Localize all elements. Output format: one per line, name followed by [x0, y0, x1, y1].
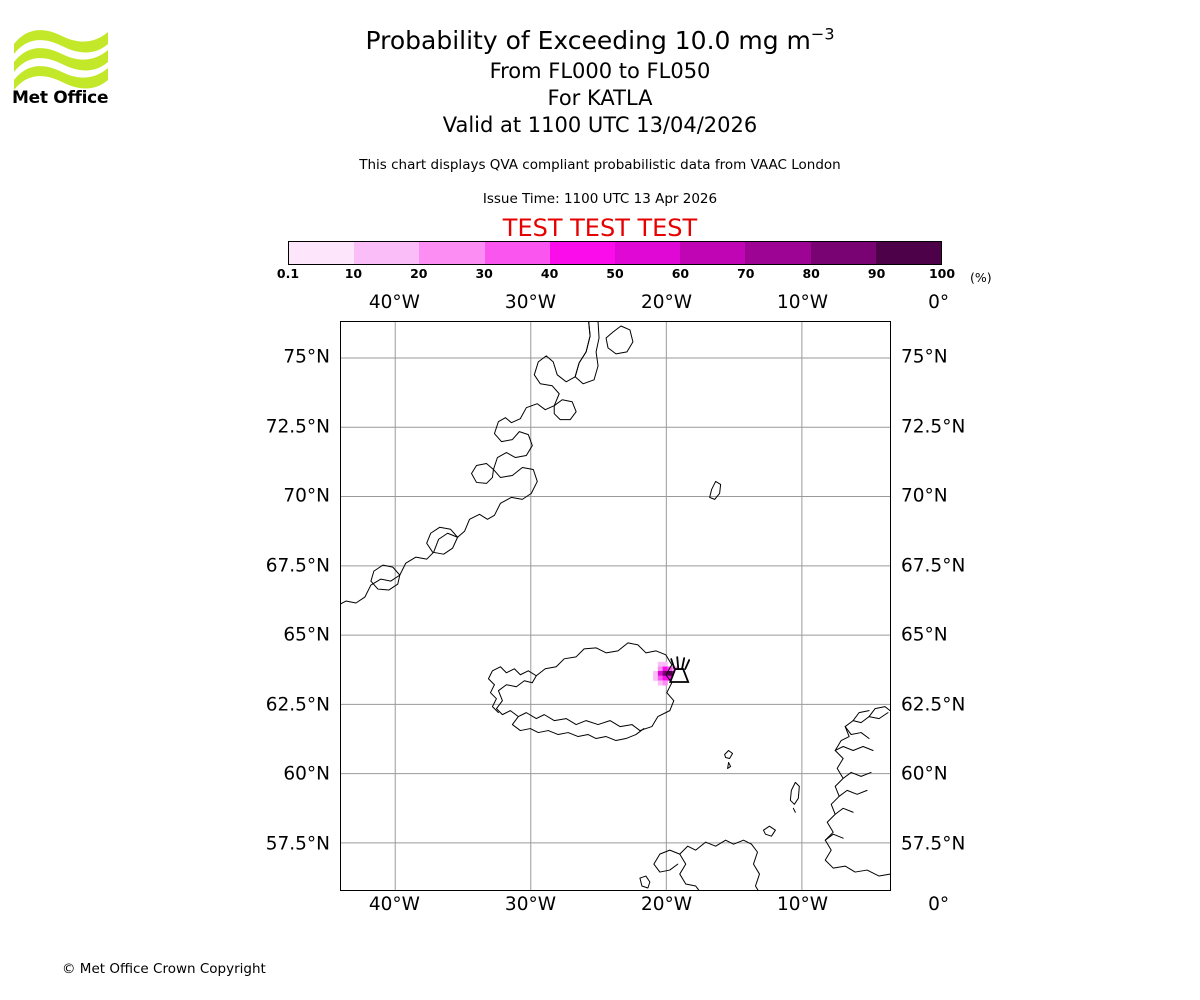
lat-label-left-72.5°N: 72.5°N — [265, 416, 330, 438]
page-title-exponent: −3 — [810, 24, 835, 44]
colorbar-tick-90: 90 — [867, 266, 886, 281]
plume-cell — [653, 670, 659, 677]
colorbar-tick-0.1: 0.1 — [276, 266, 300, 281]
colorbar-band-1 — [354, 242, 420, 264]
lon-label-top-20°W: 20°W — [640, 292, 693, 313]
plume-cell — [667, 675, 673, 681]
lon-label-top-30°W: 30°W — [504, 292, 557, 313]
lat-label-left-65°N: 65°N — [283, 624, 330, 646]
colorbar-band-7 — [745, 242, 811, 264]
map-panel — [340, 321, 891, 891]
colorbar-tick-70: 70 — [737, 266, 755, 281]
lat-label-left-75°N: 75°N — [283, 346, 330, 368]
colorbar-band-3 — [484, 242, 550, 264]
colorbar-bands — [288, 241, 942, 265]
plume-cell — [657, 666, 664, 672]
volcano-subtitle: For KATLA — [547, 86, 653, 110]
plume-cell — [662, 666, 668, 672]
flight-level-subtitle: From FL000 to FL050 — [489, 59, 711, 83]
plume-cell — [662, 661, 668, 667]
colorbar-tick-60: 60 — [671, 266, 690, 281]
plume-cell — [662, 675, 668, 681]
test-banner: TEST TEST TEST — [502, 214, 698, 242]
map-canvas — [341, 322, 890, 890]
probability-colorbar — [288, 241, 942, 265]
issue-time: Issue Time: 1100 UTC 13 Apr 2026 — [482, 191, 718, 207]
lat-label-left-60°N: 60°N — [283, 763, 330, 785]
lat-label-left-57.5°N: 57.5°N — [265, 833, 330, 855]
colorbar-tick-labels: 0.1 10 20 30 40 50 60 70 80 90 100 — [277, 266, 955, 284]
valid-time-subtitle: Valid at 1100 UTC 13/04/2026 — [442, 113, 758, 137]
logo-waves-icon — [14, 30, 108, 90]
copyright-notice: © Met Office Crown Copyright — [62, 961, 266, 977]
plume-cell — [657, 675, 664, 681]
colorbar-band-0 — [289, 242, 355, 264]
lat-label-left-67.5°N: 67.5°N — [265, 555, 330, 577]
lon-label-top-40°W: 40°W — [368, 292, 420, 313]
coastline-layer — [341, 322, 890, 890]
colorbar-tick-80: 80 — [802, 266, 820, 281]
plume-cell — [657, 661, 664, 667]
colorbar-band-6 — [680, 242, 746, 264]
plume-cell — [662, 680, 668, 686]
page-title-text: Probability of Exceeding 10.0 mg m — [365, 26, 811, 55]
lat-label-right-70°N: 70°N — [901, 485, 948, 507]
colorbar-tick-20: 20 — [410, 266, 428, 281]
lat-label-right-65°N: 65°N — [901, 624, 948, 646]
colorbar-tick-100: 100 — [928, 266, 956, 281]
plume-cell — [662, 670, 668, 677]
lon-label-bottom-10°W: 10°W — [777, 894, 829, 915]
plume-cell — [667, 670, 673, 677]
lon-label-bottom-30°W: 30°W — [504, 894, 557, 915]
met-office-logo-text: Met Office — [12, 88, 109, 108]
lat-label-left-62.5°N: 62.5°N — [265, 694, 330, 716]
plume-cell — [653, 675, 659, 681]
lat-label-right-67.5°N: 67.5°N — [901, 555, 966, 577]
colorbar-band-5 — [615, 242, 681, 264]
lon-label-top-0°: 0° — [928, 292, 950, 313]
lat-label-right-72.5°N: 72.5°N — [901, 416, 966, 438]
met-office-logo — [12, 22, 110, 114]
lon-label-bottom-20°W: 20°W — [640, 894, 693, 915]
lat-label-right-62.5°N: 62.5°N — [901, 694, 966, 716]
lon-label-top-10°W: 10°W — [777, 292, 829, 313]
colorbar-tick-10: 10 — [344, 266, 363, 281]
lon-label-bottom-0°: 0° — [928, 894, 950, 915]
colorbar-tick-40: 40 — [540, 266, 559, 281]
plume-cell — [667, 666, 673, 672]
plume-cell — [657, 680, 664, 686]
colorbar-tick-30: 30 — [475, 266, 493, 281]
map-gridlines — [341, 322, 890, 890]
colorbar-tick-50: 50 — [606, 266, 624, 281]
title-block: Probability of Exceeding 10.0 mg m−3 Fro… — [0, 24, 1200, 139]
colorbar-band-2 — [419, 242, 485, 264]
lat-label-right-75°N: 75°N — [901, 346, 948, 368]
colorbar-band-8 — [810, 242, 876, 264]
lon-label-bottom-40°W: 40°W — [368, 894, 420, 915]
lat-label-right-57.5°N: 57.5°N — [901, 833, 966, 855]
volcano-marker-katla — [668, 656, 691, 683]
colorbar-band-4 — [549, 242, 616, 264]
lat-label-left-70°N: 70°N — [283, 485, 330, 507]
plume-cell — [657, 670, 664, 677]
colorbar-unit-label: (%) — [970, 270, 992, 285]
colorbar-band-9 — [875, 242, 942, 264]
chart-description: This chart displays QVA compliant probab… — [359, 157, 841, 173]
lat-label-right-60°N: 60°N — [901, 763, 948, 785]
page-title: Probability of Exceeding 10.0 mg m−3 — [0, 24, 1200, 58]
